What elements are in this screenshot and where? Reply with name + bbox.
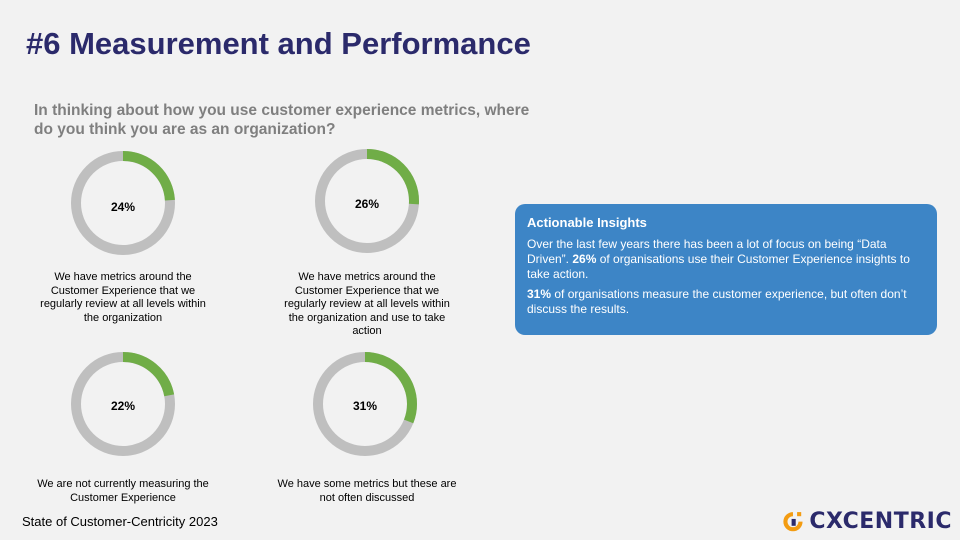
donut-chart-3: 22% xyxy=(71,352,175,456)
insights-paragraph-1: Over the last few years there has been a… xyxy=(527,237,925,282)
actionable-insights-card: Actionable Insights Over the last few ye… xyxy=(515,204,937,335)
insights-text: Over the last few years there has been a… xyxy=(527,237,887,266)
insights-paragraph-2: 31% of organisations measure the custome… xyxy=(527,287,925,317)
survey-question: In thinking about how you use customer e… xyxy=(34,102,530,138)
donut-ring-value xyxy=(71,151,175,255)
footer-text: State of Customer-Centricity 2023 xyxy=(22,514,218,529)
donut-caption-1: We have metrics around the Customer Expe… xyxy=(40,271,206,324)
cx-logo-icon xyxy=(783,512,803,532)
donut-ring-value xyxy=(313,352,417,456)
donut-value-label: 22% xyxy=(111,399,135,413)
donut-value-label: 26% xyxy=(355,197,379,211)
donut-chart-1: 24% xyxy=(71,151,175,255)
donut-chart-2: 26% xyxy=(315,149,419,253)
donut-ring-value xyxy=(71,352,175,456)
insights-text: of organisations use their Customer Expe… xyxy=(527,252,910,281)
donut-ring-value xyxy=(315,149,419,253)
donut-chart-4: 31% xyxy=(313,352,417,456)
insights-heading: Actionable Insights xyxy=(527,215,647,230)
donut-value-label: 24% xyxy=(111,200,135,214)
donut-caption-2: We have metrics around the Customer Expe… xyxy=(284,271,450,337)
cxcentric-logo: CXCENTRIC xyxy=(782,505,952,537)
logo-text: CXCENTRIC xyxy=(809,508,952,534)
insights-text: of organisations measure the customer ex… xyxy=(527,287,907,316)
donut-value-label: 31% xyxy=(353,399,377,413)
insights-highlight: 31% xyxy=(527,287,552,301)
donut-caption-4: We have some metrics but these are not o… xyxy=(277,478,457,504)
page-title: #6 Measurement and Performance xyxy=(26,26,531,61)
donut-caption-3: We are not currently measuring the Custo… xyxy=(37,478,209,504)
insights-highlight: 26% xyxy=(572,252,597,266)
